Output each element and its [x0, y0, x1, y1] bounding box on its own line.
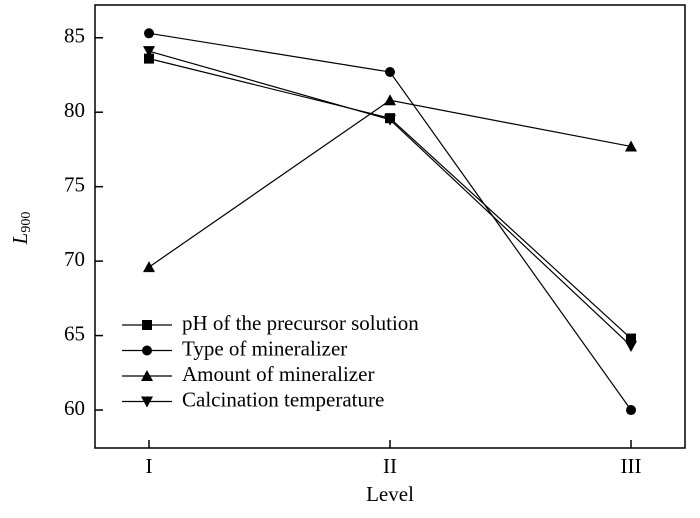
legend-marker: [142, 345, 152, 356]
marker: [625, 340, 637, 352]
x-axis-label: Level: [366, 482, 414, 506]
x-tick-label: I: [146, 454, 153, 478]
legend-marker: [141, 396, 153, 408]
marker: [144, 28, 154, 39]
y-axis-label-main: L: [8, 233, 32, 246]
marker: [626, 405, 636, 416]
y-tick-label: 80: [64, 98, 85, 122]
x-tick-label: III: [621, 454, 642, 478]
y-tick-label: 60: [64, 396, 85, 420]
y-tick-label: 75: [64, 172, 85, 196]
marker: [385, 67, 395, 78]
marker: [143, 46, 155, 58]
y-axis-label: L900: [8, 212, 34, 246]
legend-label: Amount of mineralizer: [182, 362, 374, 386]
y-tick-label: 65: [64, 321, 85, 345]
marker: [384, 94, 396, 106]
legend-marker: [142, 320, 152, 330]
x-tick-label: II: [383, 454, 397, 478]
legend-label: Calcination temperature: [182, 387, 384, 411]
marker: [626, 333, 636, 344]
marker: [143, 261, 155, 273]
marker: [144, 53, 154, 64]
marker: [625, 140, 637, 152]
legend-label: Type of mineralizer: [182, 336, 347, 360]
y-axis-label-sub: 900: [19, 212, 34, 233]
marker: [384, 114, 396, 126]
legend-label: pH of the precursor solution: [182, 311, 419, 335]
y-tick-label: 70: [64, 247, 85, 271]
y-tick-label: 85: [64, 24, 85, 48]
legend-marker: [141, 370, 153, 381]
